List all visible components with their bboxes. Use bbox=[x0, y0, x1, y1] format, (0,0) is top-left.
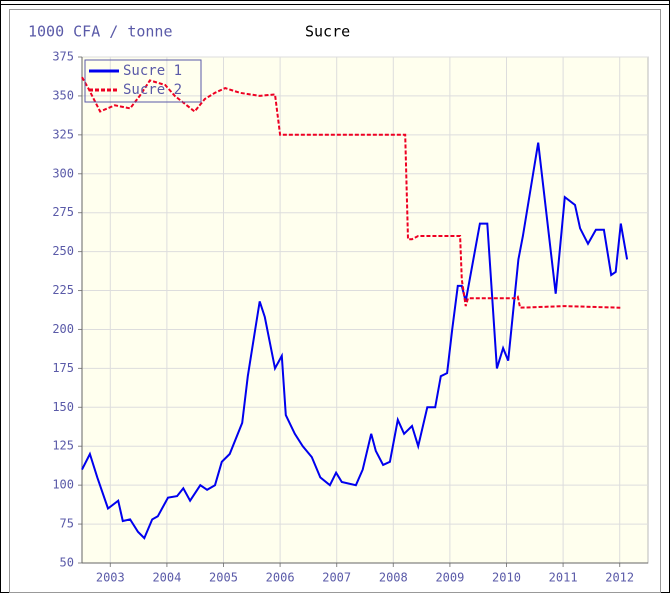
y-tick-label: 125 bbox=[52, 439, 74, 453]
y-tick-label: 175 bbox=[52, 361, 74, 375]
y-tick-label: 50 bbox=[60, 556, 74, 570]
x-tick-label: 2009 bbox=[435, 571, 464, 585]
y-tick-label: 250 bbox=[52, 244, 74, 258]
y-tick-label: 325 bbox=[52, 127, 74, 141]
y-tick-label: 350 bbox=[52, 88, 74, 102]
chart-title: Sucre bbox=[305, 23, 350, 41]
y-tick-label: 375 bbox=[52, 50, 74, 64]
y-axis-label: 1000 CFA / tonne bbox=[28, 23, 173, 41]
x-tick-label: 2006 bbox=[266, 571, 295, 585]
y-tick-label: 300 bbox=[52, 166, 74, 180]
series-line bbox=[81, 76, 621, 309]
x-tick-label: 2008 bbox=[379, 571, 408, 585]
x-tick-label: 2007 bbox=[322, 571, 351, 585]
x-tick-label: 2004 bbox=[152, 571, 181, 585]
plot-area bbox=[81, 56, 649, 564]
x-tick-label: 2011 bbox=[549, 571, 578, 585]
legend-label: Sucre 2 bbox=[123, 82, 182, 98]
legend-label: Sucre 1 bbox=[123, 63, 182, 79]
x-tick-label: 2005 bbox=[209, 571, 238, 585]
y-tick-label: 150 bbox=[52, 400, 74, 414]
y-tick-label: 200 bbox=[52, 322, 74, 336]
y-tick-label: 75 bbox=[60, 517, 74, 531]
series-line bbox=[81, 142, 629, 540]
x-tick-label: 2003 bbox=[96, 571, 125, 585]
y-tick-label: 100 bbox=[52, 478, 74, 492]
legend-box bbox=[84, 59, 202, 103]
y-tick-label: 225 bbox=[52, 283, 74, 297]
y-tick-label: 275 bbox=[52, 205, 74, 219]
x-tick-label: 2010 bbox=[492, 571, 521, 585]
x-tick-label: 2012 bbox=[605, 571, 634, 585]
